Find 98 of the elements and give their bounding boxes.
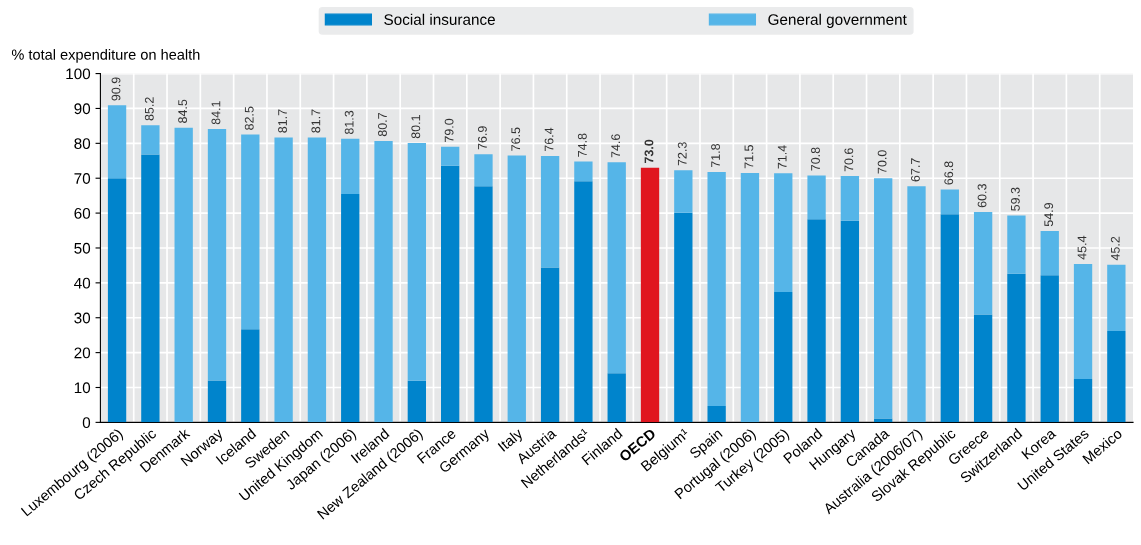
total-label: 79.0: [444, 118, 454, 142]
y-tick-label: 50: [74, 242, 91, 254]
y-tick-label: 90: [74, 103, 91, 115]
bar: [207, 129, 227, 381]
y-tick-label: 70: [74, 173, 91, 184]
bar: [341, 193, 360, 423]
y-tick-label: 80: [74, 138, 91, 150]
total-label: 72.3: [677, 142, 687, 166]
bar: [774, 173, 793, 292]
total-label: 76.9: [477, 126, 487, 150]
total-label: 45.4: [1077, 235, 1087, 260]
bar: [774, 291, 793, 423]
total-label: 81.3: [344, 110, 354, 135]
bar: [407, 380, 427, 423]
total-label: 73.0: [644, 139, 654, 164]
bar: [341, 138, 360, 194]
bar: [441, 165, 460, 423]
bar: [640, 167, 660, 423]
bar: [1007, 215, 1026, 274]
total-label: 59.3: [1010, 187, 1020, 211]
bar: [141, 154, 160, 423]
total-label: 70.6: [844, 148, 854, 172]
total-label: 80.7: [378, 113, 387, 137]
bar: [674, 170, 693, 213]
total-label: 71.4: [777, 145, 787, 169]
bar: [973, 212, 993, 315]
total-label: 82.5: [244, 106, 254, 130]
bar: [307, 137, 327, 423]
bar: [1040, 275, 1059, 423]
bar: [740, 172, 760, 423]
bar: [840, 220, 860, 423]
bar: [507, 155, 526, 423]
bar: [241, 329, 260, 423]
legend-label: Social insurance: [384, 13, 495, 25]
total-label: 71.8: [711, 143, 720, 168]
total-label: 84.5: [178, 99, 188, 123]
bar: [174, 127, 193, 423]
bar: [674, 212, 693, 423]
bar: [874, 178, 893, 419]
total-label: 45.2: [1110, 236, 1120, 261]
bar: [707, 405, 726, 423]
bar: [1107, 264, 1126, 331]
bar: [940, 214, 959, 423]
bar: [607, 162, 626, 374]
total-label: 81.7: [311, 109, 321, 133]
bar: [973, 314, 993, 423]
bar: [141, 125, 160, 155]
y-axis-title: % total expenditure on health: [11, 49, 200, 63]
total-label: 76.5: [511, 127, 521, 151]
bar: [940, 189, 959, 215]
bar: [241, 134, 260, 330]
total-label: 70.0: [877, 150, 887, 174]
bar: [374, 140, 393, 423]
y-tick-label: 20: [74, 347, 91, 359]
total-label: 90.9: [111, 77, 121, 101]
y-tick-label: 30: [74, 312, 91, 324]
total-label: 66.8: [944, 161, 954, 185]
bar: [574, 161, 593, 182]
bar: [474, 154, 493, 187]
y-tick-label: 100: [66, 68, 91, 80]
bar: [107, 105, 127, 179]
bar: [1040, 230, 1059, 276]
bar: [607, 373, 626, 423]
total-label: 84.1: [211, 101, 221, 125]
bar: [1007, 273, 1026, 423]
total-label: 85.2: [144, 97, 154, 121]
y-tick-label: 40: [74, 277, 91, 289]
total-label: 70.8: [811, 147, 820, 171]
total-label: 71.5: [744, 144, 754, 169]
bar: [574, 181, 593, 423]
total-label: 74.8: [577, 133, 587, 157]
y-tick-label: 0: [82, 417, 91, 429]
bar: [1073, 379, 1093, 423]
y-tick-label: 60: [74, 207, 91, 219]
total-label: 60.3: [977, 184, 987, 208]
bar: [707, 171, 726, 406]
total-label: 81.7: [278, 109, 287, 133]
total-label: 67.7: [911, 158, 920, 182]
y-tick-label: 10: [74, 382, 91, 394]
bar: [540, 267, 560, 423]
bar: [107, 178, 127, 423]
total-label: 54.9: [1044, 202, 1054, 227]
bar: [1073, 264, 1093, 380]
bar: [907, 186, 926, 423]
bar: [540, 155, 560, 268]
bar: [441, 146, 460, 166]
bar: [840, 176, 860, 221]
bar: [1107, 330, 1126, 423]
bar: [407, 142, 427, 381]
total-label: 76.4: [544, 127, 554, 152]
bar: [474, 186, 493, 423]
bar: [207, 380, 227, 423]
total-label: 80.1: [411, 115, 421, 139]
total-label: 74.6: [611, 134, 621, 158]
bar: [807, 175, 826, 220]
bar: [807, 219, 826, 423]
bar: [274, 137, 293, 423]
legend-label: General government: [768, 13, 907, 28]
